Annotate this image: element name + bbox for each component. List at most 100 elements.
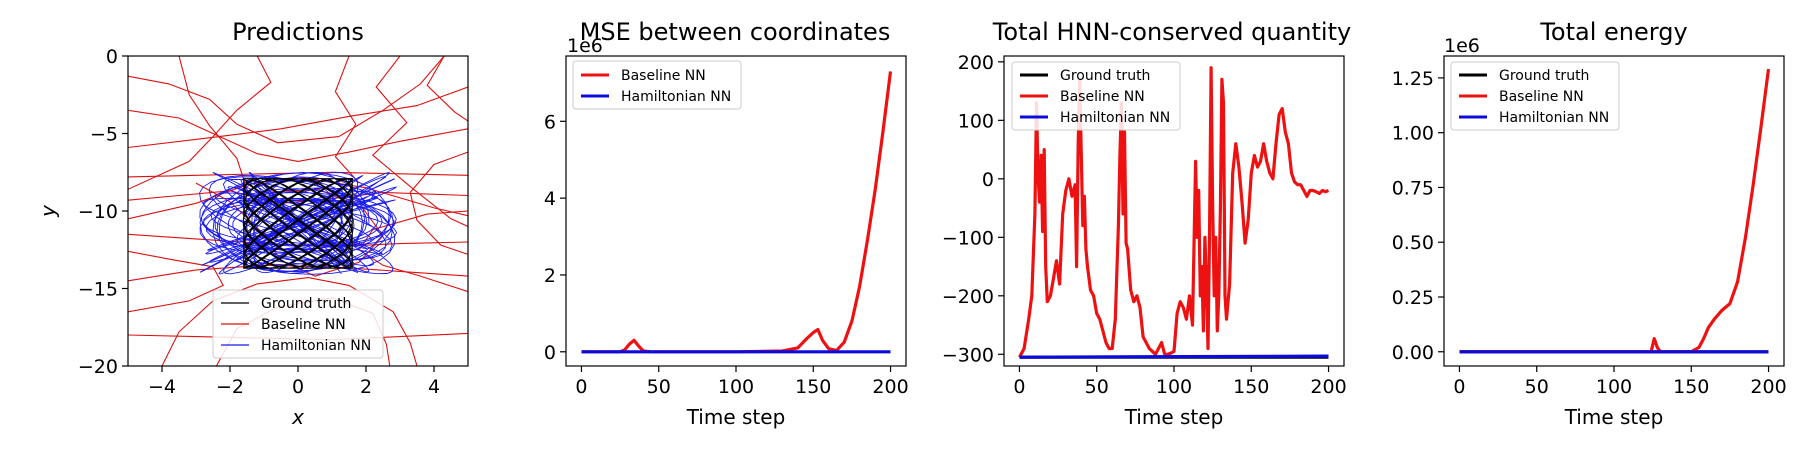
y-scale-offset: 1e6	[1444, 35, 1480, 57]
y-axis-ticks: 200 100 0 −100 −200 −300	[942, 52, 1004, 366]
y-axis-label: y	[36, 204, 60, 218]
series-line-baseline-nn	[409, 151, 468, 255]
x-tick-label: 50	[647, 376, 671, 398]
series-line-baseline-nn	[334, 56, 360, 184]
x-axis-ticks: 0 50 100 150 200	[1013, 366, 1347, 398]
x-tick-label: 50	[1525, 376, 1549, 398]
panel-title: MSE between coordinates	[580, 18, 891, 46]
panel-mse: MSE between coordinates 1e6 0 50 100 150 200…	[544, 18, 909, 429]
x-tick-label: 0	[292, 376, 304, 398]
legend-box	[1011, 61, 1181, 131]
x-axis-label: Time step	[686, 405, 786, 429]
series-line-ground-truth	[242, 178, 354, 269]
y-tick-label: 4	[544, 188, 556, 210]
legend-label-ground-truth: Ground truth	[1499, 68, 1589, 84]
x-tick-label: 150	[795, 376, 831, 398]
x-tick-label: 100	[718, 376, 754, 398]
panel-title: Total energy	[1539, 18, 1687, 46]
y-tick-label: −200	[942, 286, 994, 308]
legend-label-baseline: Baseline NN	[621, 68, 706, 84]
x-tick-label: 0	[1453, 376, 1465, 398]
series-line-baseline-nn	[161, 277, 418, 366]
y-tick-label: 0.75	[1392, 177, 1434, 199]
legend-label-baseline: Baseline NN	[1499, 89, 1584, 105]
y-tick-label: 0	[982, 169, 994, 191]
axes-frame	[1443, 55, 1785, 367]
panel-predictions: Predictions −4 −2 0 2 4 0−5−10−15−20 x y Gro…	[36, 18, 469, 429]
y-tick-label: 100	[958, 110, 994, 132]
series-layer	[128, 56, 468, 366]
legend-label-baseline: Baseline NN	[261, 317, 346, 333]
series-line-baseline-nn	[371, 56, 468, 228]
series-line-baseline-nn	[128, 250, 224, 313]
y-tick-label: 200	[958, 52, 994, 74]
x-tick-label: 150	[1233, 376, 1269, 398]
series-line-hamiltonian-nn	[1019, 354, 1329, 359]
legend: Ground truth Baseline NN Hamiltonian NN	[212, 289, 384, 359]
y-tick-label: −5	[90, 124, 118, 146]
x-tick-label: 100	[1156, 376, 1192, 398]
x-axis-label: Time step	[1564, 405, 1664, 429]
y-tick-label: 0.25	[1392, 287, 1434, 309]
y-tick-label: −20	[78, 356, 118, 378]
x-tick-label: 100	[1596, 376, 1632, 398]
axes-frame	[127, 55, 469, 367]
series-layer	[581, 71, 893, 354]
x-tick-label: 200	[1750, 376, 1786, 398]
y-axis-ticks: 1.25 1.00 0.75 0.50 0.25 0.00	[1392, 68, 1444, 364]
legend: Ground truth Baseline NN Hamiltonian NN	[1450, 61, 1620, 131]
y-tick-label: −100	[942, 227, 994, 249]
y-tick-label: 0	[106, 46, 118, 68]
axes-frame	[565, 55, 907, 367]
series-line-baseline-nn	[128, 56, 445, 144]
y-tick-label: −15	[78, 279, 118, 301]
x-axis-ticks: −4 −2 0 2 4	[148, 366, 440, 398]
x-tick-label: 4	[428, 376, 440, 398]
y-tick-label: 6	[544, 111, 556, 133]
x-axis-label: Time step	[1124, 405, 1224, 429]
series-line-baseline-nn	[128, 109, 468, 162]
plot-area	[128, 56, 468, 366]
legend-label-hamiltonian: Hamiltonian NN	[1499, 110, 1609, 126]
series-layer	[1459, 68, 1771, 354]
legend: Baseline NN Hamiltonian NN	[572, 60, 742, 110]
plot-area	[1018, 66, 1330, 359]
panel-hnn-conserved: Total HNN-conserved quantity 0 50 100 150 20…	[942, 18, 1351, 429]
legend: Ground truth Baseline NN Hamiltonian NN	[1011, 61, 1181, 131]
x-tick-label: 2	[360, 376, 372, 398]
x-axis-ticks: 0 50 100 150 200	[1453, 366, 1787, 398]
x-tick-label: 50	[1085, 376, 1109, 398]
y-tick-label: −10	[78, 201, 118, 223]
y-tick-label: 0	[544, 342, 556, 364]
y-tick-label: −300	[942, 344, 994, 366]
x-tick-label: 0	[1013, 376, 1025, 398]
x-tick-label: 200	[1310, 376, 1346, 398]
x-tick-label: 150	[1673, 376, 1709, 398]
panel-title: Total HNN-conserved quantity	[992, 18, 1351, 46]
plot-area	[581, 71, 893, 354]
y-tick-label: 0.00	[1392, 342, 1434, 364]
legend-label-hamiltonian: Hamiltonian NN	[1060, 110, 1170, 126]
y-tick-label: 2	[544, 265, 556, 287]
legend-label-baseline: Baseline NN	[1060, 89, 1145, 105]
x-tick-label: −2	[216, 376, 244, 398]
panel-title: Predictions	[232, 18, 364, 46]
y-scale-offset: 1e6	[567, 35, 603, 57]
legend-box	[572, 60, 742, 110]
series-line-baseline-nn	[128, 86, 468, 149]
series-line-baseline-nn	[1018, 66, 1330, 358]
series-line-baseline-nn	[178, 56, 248, 190]
plot-area	[1459, 68, 1771, 354]
x-tick-label: 0	[575, 376, 587, 398]
legend-box	[212, 289, 384, 359]
legend-label-hamiltonian: Hamiltonian NN	[621, 89, 731, 105]
x-tick-label: 200	[872, 376, 908, 398]
y-tick-label: 0.50	[1392, 232, 1434, 254]
y-tick-label: 1.25	[1392, 68, 1434, 90]
legend-label-hamiltonian: Hamiltonian NN	[261, 338, 371, 354]
y-axis-ticks: 0 2 4 6	[544, 111, 566, 364]
series-layer	[1018, 66, 1330, 359]
x-axis-label: x	[291, 405, 304, 429]
series-line-baseline-nn	[581, 71, 893, 354]
